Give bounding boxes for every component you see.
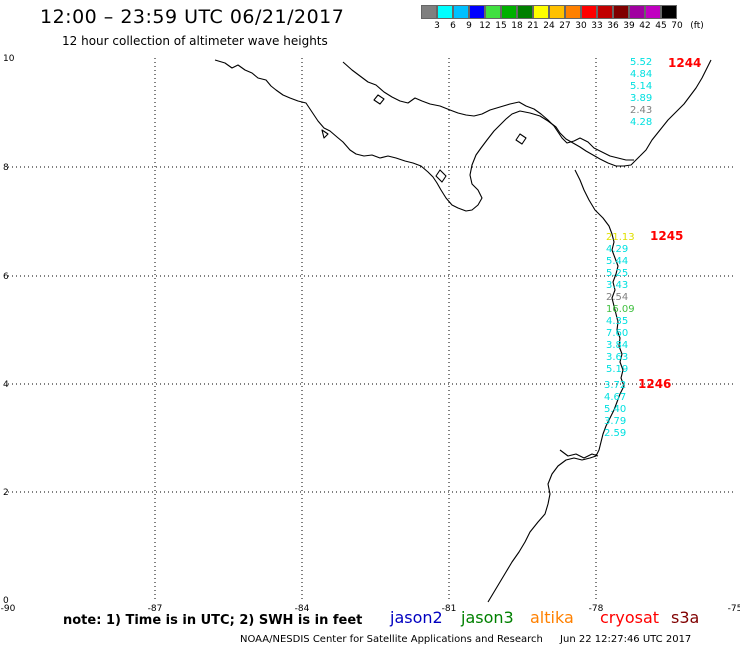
- satellite-cryosat: cryosat: [600, 608, 660, 627]
- y-tick-label: 4: [3, 380, 9, 390]
- coastline-central-america: [214, 59, 641, 212]
- track-1245: 1245 21.134.295.445.253.432.5416.094.357.…: [606, 229, 683, 375]
- wave-height-label: 4.28: [630, 117, 652, 128]
- wave-height-label: 5.25: [606, 268, 628, 279]
- legend-swatch: [501, 5, 517, 19]
- legend-swatch: [613, 5, 629, 19]
- legend-label: 9: [466, 21, 472, 31]
- legend-label: 70: [671, 21, 683, 31]
- legend-swatch: [645, 5, 661, 19]
- y-tick-label: 0: [3, 596, 9, 606]
- wave-height-label: 3.89: [630, 93, 652, 104]
- x-tick-label: -90: [1, 604, 16, 614]
- wave-height-label: 3.84: [606, 340, 628, 351]
- legend-label: 30: [575, 21, 587, 31]
- wave-height-label: 3.72: [604, 380, 626, 391]
- legend-label: 36: [607, 21, 619, 31]
- legend-swatch: [469, 5, 485, 19]
- legend-swatch: [597, 5, 613, 19]
- legend-swatch: [485, 5, 501, 19]
- satellite-jason3: jason3: [461, 608, 514, 627]
- wave-height-label: 5.40: [604, 404, 626, 415]
- legend-label: 24: [543, 21, 555, 31]
- wave-height-label: 5.44: [606, 256, 628, 267]
- track-1244: 1244 5.524.845.143.892.434.28: [630, 56, 701, 128]
- wave-height-label: 3.63: [606, 352, 628, 363]
- legend-swatch: [661, 5, 677, 19]
- color-legend: [421, 5, 677, 19]
- wave-height-label: 2.54: [606, 292, 628, 303]
- wave-height-label: 4.67: [604, 392, 626, 403]
- satellite-altika: altika: [530, 608, 574, 627]
- wave-height-label: 3.79: [604, 416, 626, 427]
- axis-ticks: -90 -87 -84 -81 -78 -75 10 8 6 4 2 0: [1, 54, 740, 614]
- wave-height-label: 21.13: [606, 232, 635, 243]
- wave-height-label: 16.09: [606, 304, 635, 315]
- x-tick-label: -81: [442, 604, 457, 614]
- altimeter-tracks: 1244 5.524.845.143.892.434.28 1245 21.134.2…: [604, 56, 701, 439]
- wave-height-label: 5.14: [630, 81, 652, 92]
- wave-height-label: 4.84: [630, 69, 652, 80]
- footer-note: note: 1) Time is in UTC; 2) SWH is in fe…: [63, 613, 363, 628]
- legend-label: 3: [434, 21, 440, 31]
- wave-height-label: 5.19: [606, 364, 628, 375]
- track-1246: 1246 3.724.675.403.792.59: [604, 377, 671, 439]
- coastline-colombia: [639, 59, 712, 157]
- wave-height-label: 4.29: [606, 244, 628, 255]
- y-tick-label: 8: [3, 163, 9, 173]
- legend-label: 21: [527, 21, 539, 31]
- track-pass-id: 1245: [650, 229, 683, 243]
- wave-height-label: 4.35: [606, 316, 628, 327]
- wave-height-label: 3.43: [606, 280, 628, 291]
- x-tick-label: -78: [589, 604, 604, 614]
- y-tick-label: 2: [3, 488, 9, 498]
- footer-credit: NOAA/NESDIS Center for Satellite Applica…: [240, 634, 691, 645]
- legend-label: (ft): [690, 21, 704, 31]
- legend-swatch: [421, 5, 437, 19]
- y-tick-label: 10: [3, 54, 15, 64]
- legend-label: 15: [495, 21, 507, 31]
- legend-label: 33: [591, 21, 603, 31]
- legend-label: 42: [639, 21, 651, 31]
- legend-label: 18: [511, 21, 523, 31]
- legend-swatch: [629, 5, 645, 19]
- legend-label: 6: [450, 21, 456, 31]
- legend-swatch: [533, 5, 549, 19]
- credit-text: NOAA/NESDIS Center for Satellite Applica…: [240, 634, 543, 645]
- legend-label: 12: [479, 21, 491, 31]
- track-pass-id: 1246: [638, 377, 671, 391]
- map-subtitle: 12 hour collection of altimeter wave hei…: [62, 34, 328, 48]
- legend-label: 45: [655, 21, 667, 31]
- satellite-jason2: jason2: [390, 608, 443, 627]
- coastline-gulf-islands: [321, 94, 599, 459]
- legend-label: 39: [623, 21, 635, 31]
- legend-swatch: [581, 5, 597, 19]
- wave-height-label: 5.52: [630, 57, 652, 68]
- x-tick-label: -75: [728, 604, 740, 614]
- legend-labels: 3 6 9 12 15 18 21 24 27 30 33 36 39 42 45 70 (ft): [421, 21, 731, 33]
- coastline: [214, 59, 712, 603]
- x-tick-label: -84: [295, 604, 310, 614]
- coastline-caribbean-north: [342, 61, 634, 161]
- x-tick-label: -87: [148, 604, 163, 614]
- wave-height-label: 2.43: [630, 105, 652, 116]
- legend-swatch: [517, 5, 533, 19]
- legend-swatch: [549, 5, 565, 19]
- coastline-south-america-pacific: [487, 169, 625, 603]
- legend-swatch: [437, 5, 453, 19]
- wave-height-label: 7.60: [606, 328, 628, 339]
- wave-height-label: 2.59: [604, 428, 626, 439]
- track-pass-id: 1244: [668, 56, 701, 70]
- y-tick-label: 6: [3, 272, 9, 282]
- legend-swatch: [453, 5, 469, 19]
- satellite-s3a: s3a: [671, 608, 700, 627]
- legend-swatch: [565, 5, 581, 19]
- legend-label: 27: [559, 21, 571, 31]
- map-title: 12:00 – 23:59 UTC 06/21/2017: [40, 6, 345, 28]
- credit-timestamp: Jun 22 12:27:46 UTC 2017: [560, 634, 692, 645]
